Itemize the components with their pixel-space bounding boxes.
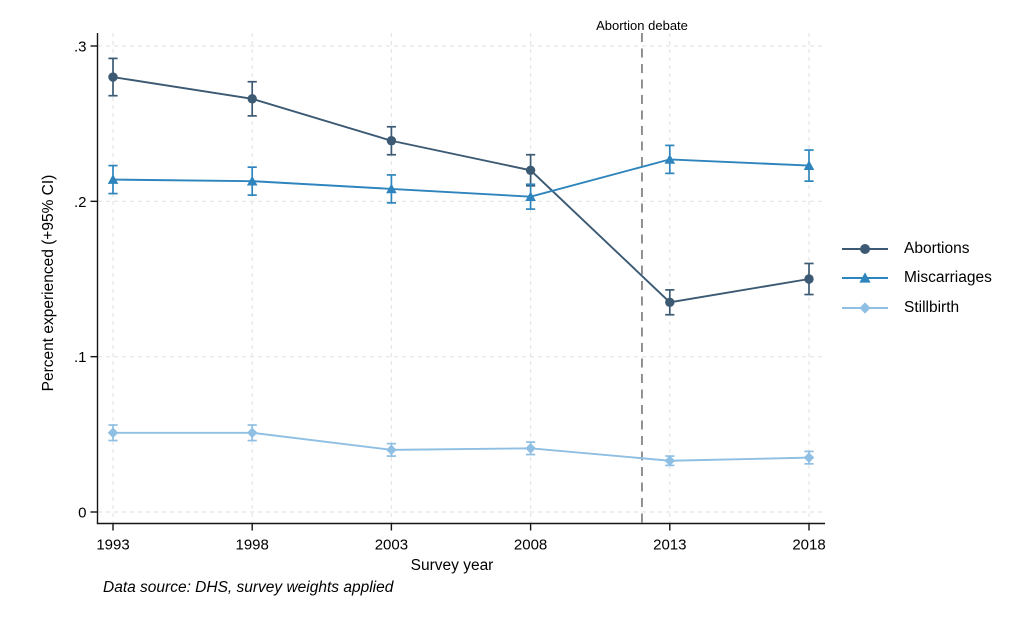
- data-point-marker: [246, 175, 258, 186]
- legend-label: Miscarriages: [904, 269, 992, 287]
- refline-annotation-label: Abortion debate: [596, 18, 688, 33]
- y-tick-label: .1: [74, 349, 87, 366]
- x-axis-title: Survey year: [410, 557, 494, 574]
- diamond-legend-sample-icon: [842, 302, 888, 314]
- data-point-marker: [665, 297, 675, 307]
- series-line: [112, 158, 810, 198]
- data-point-marker: [107, 427, 119, 439]
- series-line: [113, 431, 810, 462]
- data-point-marker: [803, 160, 815, 170]
- data-point-marker: [386, 444, 397, 456]
- triangle-legend-sample-icon: [842, 272, 888, 283]
- data-point-marker: [386, 183, 397, 194]
- legend-item-abortions: Abortions: [842, 234, 992, 264]
- series-miscarriages: [107, 144, 815, 210]
- x-tick-label: 1998: [236, 537, 269, 554]
- legend: Abortions Miscarriages Stillbirth: [842, 234, 992, 323]
- data-point-marker: [107, 174, 119, 184]
- x-tick-label: 2013: [653, 537, 686, 554]
- data-point-marker: [525, 443, 536, 454]
- x-tick-label: 1993: [96, 537, 129, 554]
- legend-label: Abortions: [904, 239, 970, 257]
- data-point-marker: [664, 455, 676, 467]
- data-point-marker: [803, 452, 815, 463]
- data-point-marker: [247, 94, 257, 104]
- x-tick-label: 2003: [375, 537, 408, 554]
- legend-label: Stillbirth: [904, 298, 960, 316]
- data-point-marker: [525, 191, 536, 202]
- legend-item-stillbirth: Stillbirth: [842, 293, 992, 323]
- source-note: Data source: DHS, survey weights applied: [103, 579, 394, 596]
- data-point-marker: [386, 136, 397, 146]
- data-point-marker: [246, 427, 258, 439]
- gridlines: [98, 33, 825, 524]
- x-tick-label: 2018: [792, 537, 825, 554]
- data-point-marker: [859, 302, 871, 314]
- y-tick-label: .3: [74, 39, 87, 56]
- data-point-marker: [804, 274, 814, 284]
- series-line: [112, 76, 810, 304]
- data-point-marker: [108, 72, 118, 82]
- legend-item-miscarriages: Miscarriages: [842, 264, 992, 294]
- y-tick-label: 0: [78, 505, 86, 522]
- series-stillbirth: [107, 424, 815, 467]
- data-point-marker: [859, 272, 871, 283]
- data-point-marker: [860, 243, 870, 254]
- data-point-marker: [664, 154, 676, 164]
- axes: [90, 33, 825, 531]
- y-axis-title: Percent experienced (+95% CI): [40, 174, 57, 392]
- y-tick-label: .2: [74, 194, 87, 211]
- series-abortions: [108, 57, 814, 316]
- circle-legend-sample-icon: [842, 243, 888, 254]
- x-tick-label: 2008: [514, 537, 547, 554]
- data-point-marker: [525, 165, 536, 175]
